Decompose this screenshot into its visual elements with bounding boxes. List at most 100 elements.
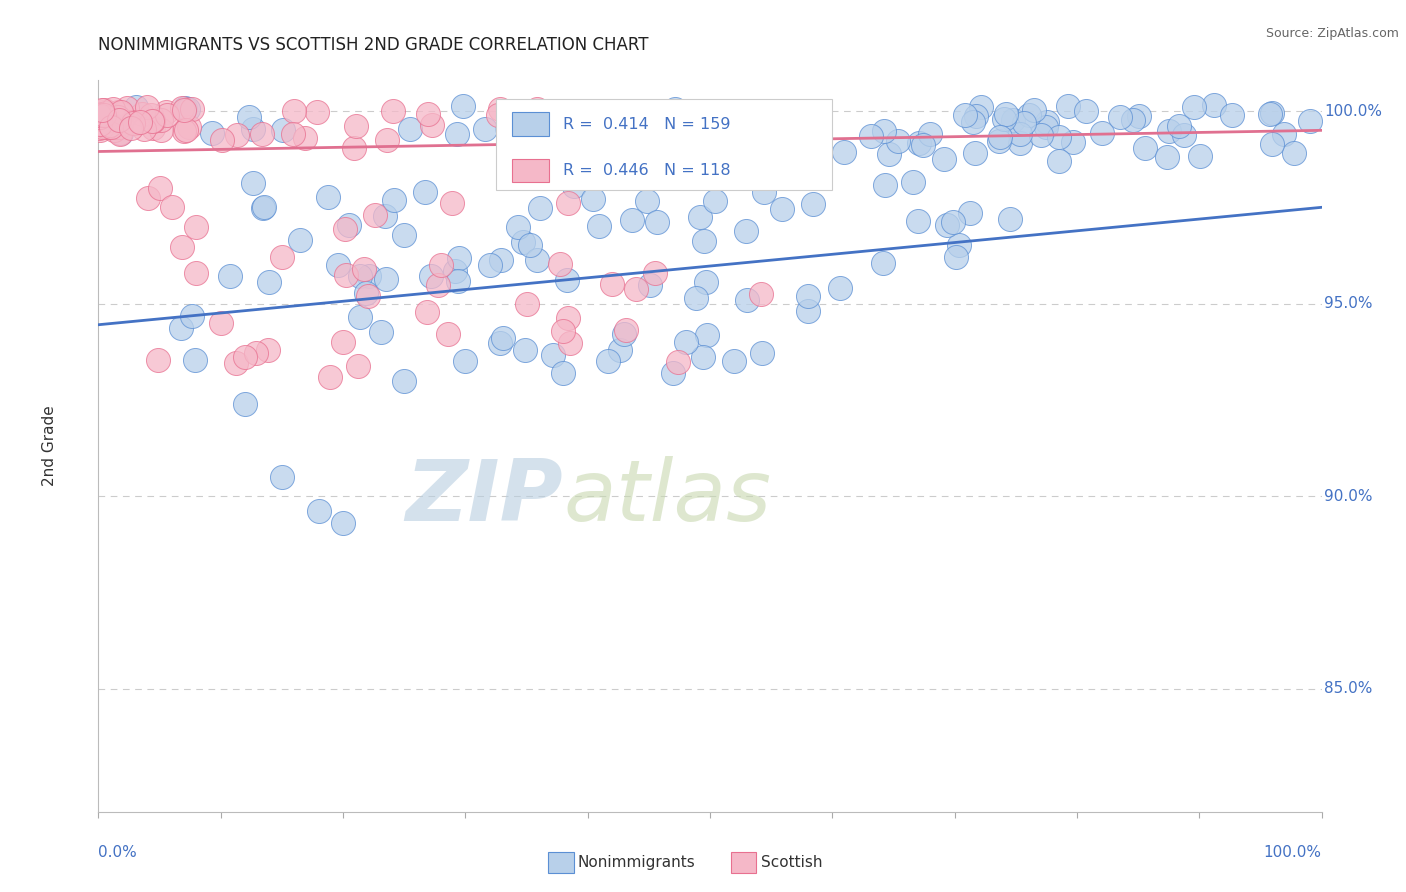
Point bbox=[887, 134, 910, 148]
Point bbox=[1109, 110, 1132, 124]
Point bbox=[1202, 98, 1225, 112]
Point bbox=[875, 178, 897, 193]
Point bbox=[93, 104, 115, 119]
Point bbox=[970, 99, 993, 113]
Point bbox=[1047, 153, 1070, 168]
Point bbox=[305, 105, 328, 120]
Point bbox=[553, 324, 575, 338]
Point bbox=[770, 202, 793, 216]
Point bbox=[441, 196, 464, 211]
Point bbox=[420, 118, 443, 132]
Point bbox=[136, 191, 159, 205]
Point bbox=[901, 175, 924, 189]
Point bbox=[553, 366, 575, 380]
Point bbox=[751, 345, 773, 359]
Point bbox=[1012, 116, 1035, 130]
Point bbox=[335, 222, 357, 236]
Point bbox=[319, 369, 342, 384]
Point bbox=[529, 201, 551, 215]
Point bbox=[1001, 113, 1024, 128]
Point bbox=[209, 316, 232, 330]
Point bbox=[998, 211, 1021, 226]
Point bbox=[90, 107, 112, 121]
Point bbox=[89, 113, 111, 128]
Point bbox=[107, 120, 129, 134]
Point bbox=[744, 125, 766, 139]
Point bbox=[107, 104, 129, 119]
Point bbox=[562, 179, 585, 194]
Point bbox=[588, 219, 610, 233]
Text: atlas: atlas bbox=[564, 456, 772, 539]
Point bbox=[233, 397, 256, 411]
Point bbox=[1156, 150, 1178, 164]
Point bbox=[108, 127, 131, 141]
Point bbox=[1010, 136, 1032, 151]
Point bbox=[751, 287, 773, 301]
Point bbox=[107, 110, 129, 124]
Point bbox=[89, 118, 111, 132]
Point bbox=[620, 212, 643, 227]
Point bbox=[94, 114, 117, 128]
Point bbox=[1010, 127, 1032, 141]
Point bbox=[238, 110, 260, 124]
Point bbox=[918, 127, 941, 141]
Point bbox=[121, 116, 143, 130]
Text: 2nd Grade: 2nd Grade bbox=[42, 406, 58, 486]
Point bbox=[382, 193, 405, 207]
Point bbox=[1035, 120, 1057, 134]
Point bbox=[1018, 108, 1040, 122]
Point bbox=[489, 252, 512, 267]
Point bbox=[1056, 99, 1078, 113]
Point bbox=[942, 215, 965, 229]
Point bbox=[1182, 100, 1205, 114]
Point bbox=[128, 115, 150, 129]
Point bbox=[93, 108, 115, 122]
Point bbox=[582, 192, 605, 206]
Point bbox=[170, 320, 193, 334]
Point bbox=[156, 108, 179, 122]
Text: Source: ZipAtlas.com: Source: ZipAtlas.com bbox=[1265, 27, 1399, 40]
Point bbox=[538, 134, 561, 148]
Bar bbox=[512, 112, 548, 136]
Text: 100.0%: 100.0% bbox=[1324, 103, 1382, 119]
Point bbox=[271, 122, 294, 136]
Point bbox=[474, 122, 496, 136]
Point bbox=[609, 343, 631, 358]
Point bbox=[353, 262, 375, 277]
Point bbox=[478, 258, 501, 272]
Point bbox=[696, 327, 718, 342]
Point bbox=[176, 103, 198, 117]
Bar bbox=[512, 159, 548, 182]
Point bbox=[662, 366, 685, 380]
Point bbox=[721, 105, 744, 120]
Point bbox=[98, 118, 121, 132]
Point bbox=[1298, 114, 1320, 128]
Point bbox=[1122, 112, 1144, 127]
Point bbox=[1022, 103, 1045, 117]
Point bbox=[332, 516, 354, 530]
Point bbox=[392, 227, 415, 242]
Point bbox=[94, 110, 117, 124]
Point bbox=[1189, 149, 1212, 163]
Point bbox=[242, 177, 264, 191]
Point bbox=[692, 350, 714, 364]
Point bbox=[374, 209, 396, 223]
Point bbox=[801, 197, 824, 211]
Point bbox=[735, 224, 758, 238]
Point bbox=[800, 151, 823, 165]
Text: ZIP: ZIP bbox=[405, 456, 564, 539]
Point bbox=[177, 120, 200, 134]
Point bbox=[554, 136, 576, 151]
Point bbox=[283, 103, 305, 118]
Point bbox=[257, 275, 280, 289]
Point bbox=[308, 504, 330, 518]
Point bbox=[486, 108, 509, 122]
Point bbox=[90, 118, 112, 132]
Point bbox=[1091, 126, 1114, 140]
Text: R =  0.446   N = 118: R = 0.446 N = 118 bbox=[564, 162, 731, 178]
Point bbox=[381, 104, 404, 119]
Point bbox=[797, 289, 820, 303]
Point bbox=[399, 122, 422, 136]
Point bbox=[173, 101, 195, 115]
Point bbox=[596, 354, 619, 368]
